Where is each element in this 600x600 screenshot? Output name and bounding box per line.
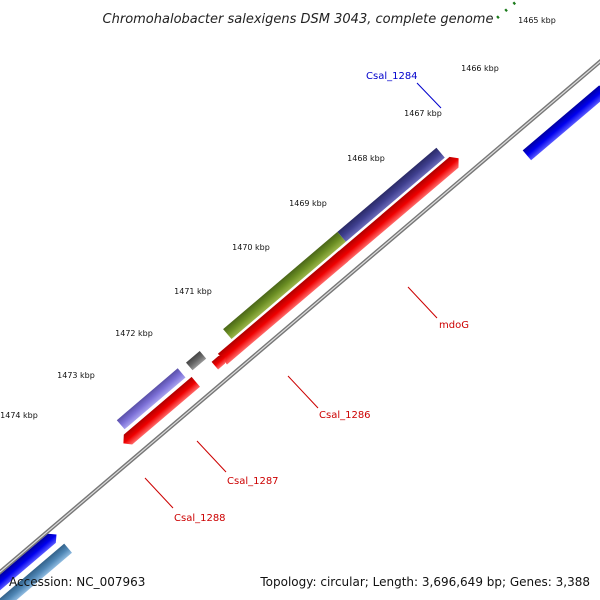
gene-mdog[interactable] bbox=[337, 147, 445, 242]
gene-red-upper[interactable] bbox=[332, 156, 459, 268]
gene-csal-1287[interactable] bbox=[186, 351, 207, 371]
gene-label-csal-1286[interactable]: Csal_1286 bbox=[319, 410, 371, 421]
gene-csal-1288[interactable] bbox=[116, 368, 186, 430]
callout-line-mdog bbox=[407, 286, 438, 319]
gene-red-lower[interactable] bbox=[123, 376, 200, 445]
gene-label-csal-1287[interactable]: Csal_1287 bbox=[227, 476, 279, 487]
tick-label-1472: 1472 kbp bbox=[115, 329, 153, 338]
gene-label-csal-1288[interactable]: Csal_1288 bbox=[174, 513, 226, 524]
gene-callouts: Csal_1284 mdoG Csal_1286 Csal_1287 Csal_… bbox=[144, 71, 469, 524]
gene-red-middle[interactable] bbox=[217, 250, 349, 365]
tick-label-1471: 1471 kbp bbox=[174, 287, 212, 296]
tick-minor bbox=[504, 8, 508, 13]
genome-axis bbox=[0, 59, 600, 575]
tick-label-1473: 1473 kbp bbox=[57, 371, 95, 380]
tick-label-1466: 1466 kbp bbox=[461, 64, 499, 73]
tick-label-1468: 1468 kbp bbox=[347, 154, 385, 163]
tick-minor bbox=[512, 1, 517, 6]
callout-line-csal-1286 bbox=[287, 375, 319, 409]
gene-csal-1286[interactable] bbox=[223, 231, 346, 339]
tick-label-1469: 1469 kbp bbox=[289, 199, 327, 208]
tick-minor bbox=[496, 15, 500, 19]
gene-lightblue-left[interactable] bbox=[0, 543, 72, 600]
callout-line-csal-1287 bbox=[196, 440, 227, 473]
genome-summary-text: Topology: circular; Length: 3,696,649 bp… bbox=[259, 575, 590, 589]
gene-csal-1284[interactable] bbox=[522, 85, 600, 161]
gene-red-small[interactable] bbox=[211, 355, 227, 370]
tick-label-1474: 1474 kbp bbox=[0, 411, 38, 420]
gene-label-csal-1284[interactable]: Csal_1284 bbox=[366, 71, 418, 82]
tick-label-1470: 1470 kbp bbox=[232, 243, 270, 252]
tick-labels: 1465 kbp 1466 kbp 1467 kbp 1468 kbp 1469… bbox=[0, 16, 556, 420]
tick-label-1467: 1467 kbp bbox=[404, 109, 442, 118]
tick-marks bbox=[496, 1, 517, 19]
accession-text: Accession: NC_007963 bbox=[9, 575, 145, 589]
callout-line-csal-1284 bbox=[416, 82, 442, 109]
tick-label-1465: 1465 kbp bbox=[518, 16, 556, 25]
genome-backbone bbox=[0, 59, 600, 575]
gene-label-mdog[interactable]: mdoG bbox=[439, 320, 469, 331]
genome-backbone-highlight bbox=[0, 60, 600, 573]
callout-line-csal-1288 bbox=[144, 477, 174, 509]
gene-blue-left[interactable] bbox=[0, 533, 57, 598]
map-title: Chromohalobacter salexigens DSM 3043, co… bbox=[103, 12, 494, 27]
